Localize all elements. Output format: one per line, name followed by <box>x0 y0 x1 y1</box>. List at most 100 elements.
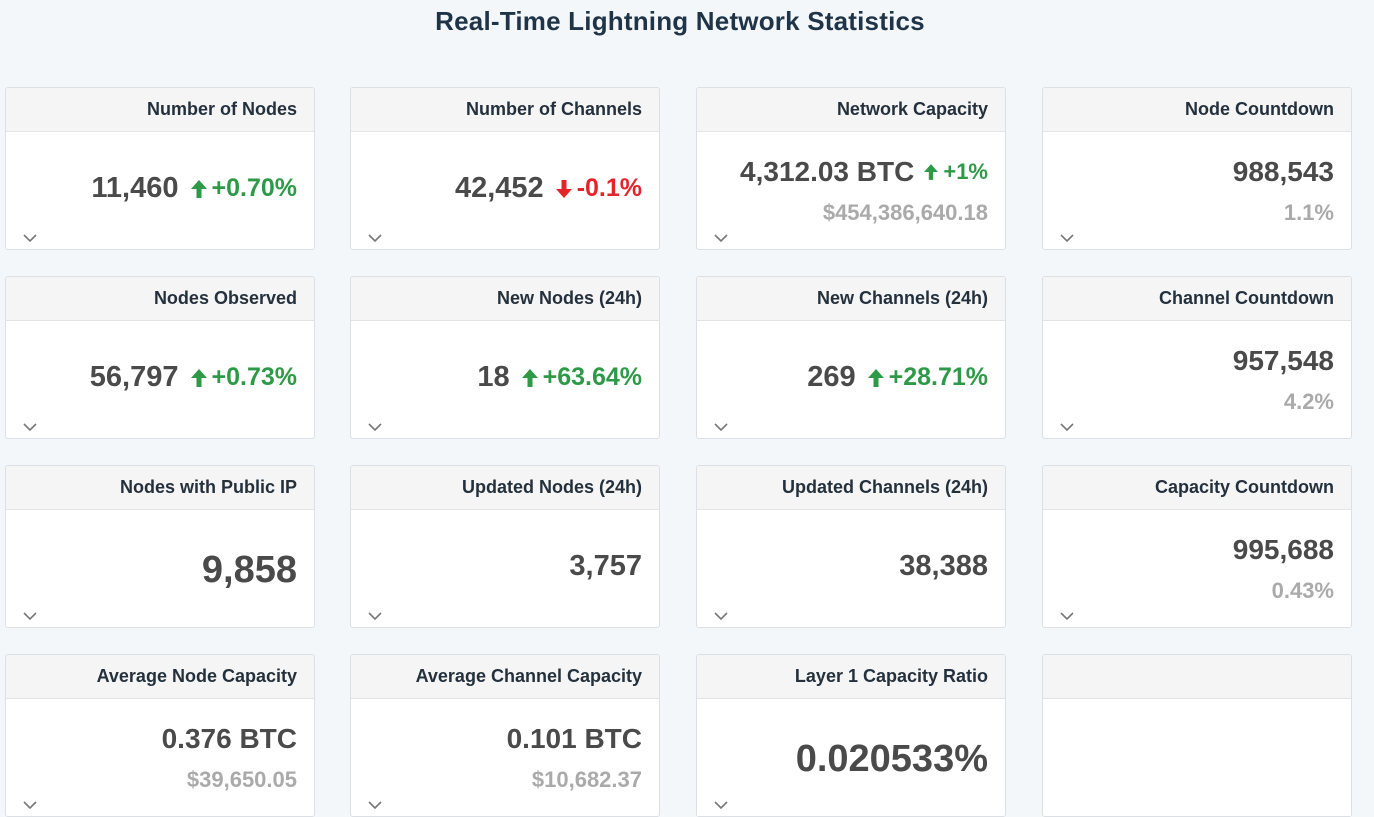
card-header: Node Countdown <box>1043 88 1351 132</box>
change-value: +63.64% <box>542 363 642 391</box>
card-header: Layer 1 Capacity Ratio <box>697 655 1005 699</box>
change-indicator: +28.71% <box>867 363 988 392</box>
card-title: Network Capacity <box>836 99 988 119</box>
stat-value: 3,757 <box>569 550 642 582</box>
value-line: 269 +28.71% <box>807 361 988 394</box>
stat-value: 18 <box>477 361 510 393</box>
card-title: Capacity Countdown <box>1155 477 1334 497</box>
stat-value: 42,452 <box>454 172 544 204</box>
arrow-up-icon <box>190 179 207 198</box>
chevron-down-icon[interactable] <box>713 232 729 244</box>
arrow-up-icon <box>924 164 939 180</box>
card-number-of-channels: Number of Channels 42,452 -0.1% <box>350 87 660 250</box>
chevron-down-icon[interactable] <box>713 610 729 622</box>
card-header: Number of Channels <box>351 88 659 132</box>
chevron-down-icon[interactable] <box>1059 232 1075 244</box>
arrow-up-icon <box>867 368 884 387</box>
card-body: 42,452 -0.1% <box>351 132 659 249</box>
chevron-down-icon[interactable] <box>713 421 729 433</box>
card-header: Updated Channels (24h) <box>697 466 1005 510</box>
card-new-nodes: New Nodes (24h) 18 +63.64% <box>350 276 660 439</box>
stat-value: 995,688 <box>1232 534 1334 565</box>
card-average-channel-capacity: Average Channel Capacity 0.101 BTC $10,6… <box>350 654 660 817</box>
card-body <box>1043 699 1351 816</box>
card-header: Number of Nodes <box>6 88 314 132</box>
chevron-down-icon[interactable] <box>367 232 383 244</box>
card-updated-nodes: Updated Nodes (24h) 3,757 <box>350 465 660 628</box>
value-line: 3,757 <box>569 550 642 583</box>
card-body: 9,858 <box>6 510 314 627</box>
card-body: 0.376 BTC $39,650.05 <box>6 699 314 816</box>
card-updated-channels: Updated Channels (24h) 38,388 <box>696 465 1006 628</box>
chevron-down-icon[interactable] <box>1059 610 1075 622</box>
chevron-down-icon[interactable] <box>22 232 38 244</box>
card-header: Average Node Capacity <box>6 655 314 699</box>
stat-value: 0.020533% <box>795 738 988 780</box>
chevron-down-icon[interactable] <box>367 421 383 433</box>
card-title: Layer 1 Capacity Ratio <box>794 666 988 686</box>
card-header: Nodes with Public IP <box>6 466 314 510</box>
chevron-down-icon[interactable] <box>713 799 729 811</box>
chevron-down-icon[interactable] <box>22 610 38 622</box>
card-header: Nodes Observed <box>6 277 314 321</box>
page-title: Real-Time Lightning Network Statistics <box>435 6 925 36</box>
arrow-down-icon <box>555 179 572 198</box>
card-title: Node Countdown <box>1185 99 1334 119</box>
value-line: 4,312.03 BTC +1% <box>740 156 988 188</box>
card-title: Nodes with Public IP <box>119 477 297 497</box>
card-nodes-public-ip: Nodes with Public IP 9,858 <box>5 465 315 628</box>
chevron-down-icon[interactable] <box>1059 421 1075 433</box>
value-line: 9,858 <box>202 549 297 592</box>
stat-value: 4,312.03 BTC <box>740 156 915 187</box>
card-body: 11,460 +0.70% <box>6 132 314 249</box>
percent-value: 4.2% <box>1283 389 1334 414</box>
chevron-down-icon[interactable] <box>367 610 383 622</box>
value-line: 11,460 +0.70% <box>91 172 297 205</box>
value-line: 0.376 BTC <box>162 723 297 755</box>
arrow-up-icon <box>521 368 538 387</box>
card-header: Capacity Countdown <box>1043 466 1351 510</box>
value-line: 0.101 BTC <box>507 723 642 755</box>
usd-value: $10,682.37 <box>531 767 642 792</box>
change-indicator: -0.1% <box>555 174 642 203</box>
card-average-node-capacity: Average Node Capacity 0.376 BTC $39,650.… <box>5 654 315 817</box>
percent-value: 0.43% <box>1271 578 1334 603</box>
card-title: Nodes Observed <box>153 288 297 308</box>
card-body: 0.020533% <box>697 699 1005 816</box>
value-line: 988,543 <box>1233 156 1334 188</box>
chevron-down-icon[interactable] <box>22 421 38 433</box>
change-value: +28.71% <box>888 363 988 391</box>
card-body: 957,548 4.2% <box>1043 321 1351 438</box>
card-body: 269 +28.71% <box>697 321 1005 438</box>
stat-value: 38,388 <box>899 550 988 582</box>
card-title: Updated Channels (24h) <box>781 477 988 497</box>
stat-value: 957,548 <box>1232 345 1334 376</box>
card-layer1-capacity-ratio: Layer 1 Capacity Ratio 0.020533% <box>696 654 1006 817</box>
chevron-down-icon[interactable] <box>367 799 383 811</box>
card-capacity-countdown: Capacity Countdown 995,688 0.43% <box>1042 465 1352 628</box>
card-body: 0.101 BTC $10,682.37 <box>351 699 659 816</box>
usd-value: $39,650.05 <box>186 767 297 792</box>
change-value: -0.1% <box>576 174 642 202</box>
stat-value: 56,797 <box>89 361 179 393</box>
change-indicator: +1% <box>924 159 988 185</box>
card-node-countdown: Node Countdown 988,543 1.1% <box>1042 87 1352 250</box>
card-number-of-nodes: Number of Nodes 11,460 +0.70% <box>5 87 315 250</box>
stat-value: 11,460 <box>91 172 179 204</box>
change-indicator: +0.70% <box>190 174 298 203</box>
value-line: 995,688 <box>1233 534 1334 566</box>
card-title: Updated Nodes (24h) <box>461 477 642 497</box>
card-title: Channel Countdown <box>1159 288 1334 308</box>
card-header: New Channels (24h) <box>697 277 1005 321</box>
card-nodes-observed: Nodes Observed 56,797 +0.73% <box>5 276 315 439</box>
value-line: 0.020533% <box>796 738 988 781</box>
change-indicator: +0.73% <box>190 363 297 392</box>
change-value: +1% <box>943 159 988 184</box>
card-body: 56,797 +0.73% <box>6 321 314 438</box>
card-body: 988,543 1.1% <box>1043 132 1351 249</box>
value-line: 957,548 <box>1233 345 1334 377</box>
card-body: 995,688 0.43% <box>1043 510 1351 627</box>
chevron-down-icon[interactable] <box>22 799 38 811</box>
change-value: +0.70% <box>211 174 298 202</box>
stat-value: 0.376 BTC <box>161 723 297 754</box>
